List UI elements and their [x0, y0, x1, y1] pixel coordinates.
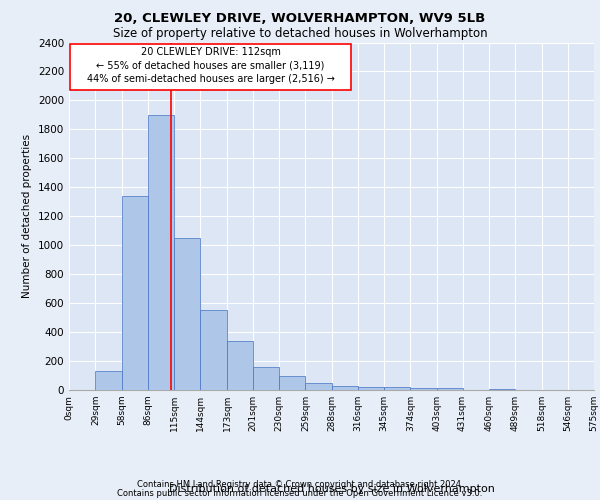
Text: ← 55% of detached houses are smaller (3,119): ← 55% of detached houses are smaller (3,…	[97, 60, 325, 70]
Bar	[148, 115, 174, 390]
Text: 44% of semi-detached houses are larger (2,516) →: 44% of semi-detached houses are larger (…	[86, 74, 334, 84]
Bar	[174, 238, 200, 390]
Bar	[305, 383, 332, 390]
Bar	[358, 387, 384, 390]
Bar	[122, 196, 148, 390]
Text: Size of property relative to detached houses in Wolverhampton: Size of property relative to detached ho…	[113, 28, 487, 40]
Text: 20, CLEWLEY DRIVE, WOLVERHAMPTON, WV9 5LB: 20, CLEWLEY DRIVE, WOLVERHAMPTON, WV9 5L…	[115, 12, 485, 26]
Y-axis label: Number of detached properties: Number of detached properties	[22, 134, 32, 298]
Bar	[253, 367, 279, 390]
Bar	[437, 388, 463, 390]
Bar	[332, 386, 358, 390]
Text: Contains HM Land Registry data © Crown copyright and database right 2024.: Contains HM Land Registry data © Crown c…	[137, 480, 463, 489]
Bar	[70, 44, 351, 90]
Bar	[279, 376, 305, 390]
Bar	[594, 387, 600, 390]
Bar	[384, 387, 410, 390]
Bar	[95, 371, 122, 390]
Text: 20 CLEWLEY DRIVE: 112sqm: 20 CLEWLEY DRIVE: 112sqm	[140, 47, 280, 57]
Bar	[410, 388, 437, 390]
Bar	[227, 341, 253, 390]
Text: Contains public sector information licensed under the Open Government Licence v3: Contains public sector information licen…	[118, 490, 482, 498]
Bar	[489, 388, 515, 390]
X-axis label: Distribution of detached houses by size in Wolverhampton: Distribution of detached houses by size …	[169, 484, 494, 494]
Bar	[200, 310, 227, 390]
